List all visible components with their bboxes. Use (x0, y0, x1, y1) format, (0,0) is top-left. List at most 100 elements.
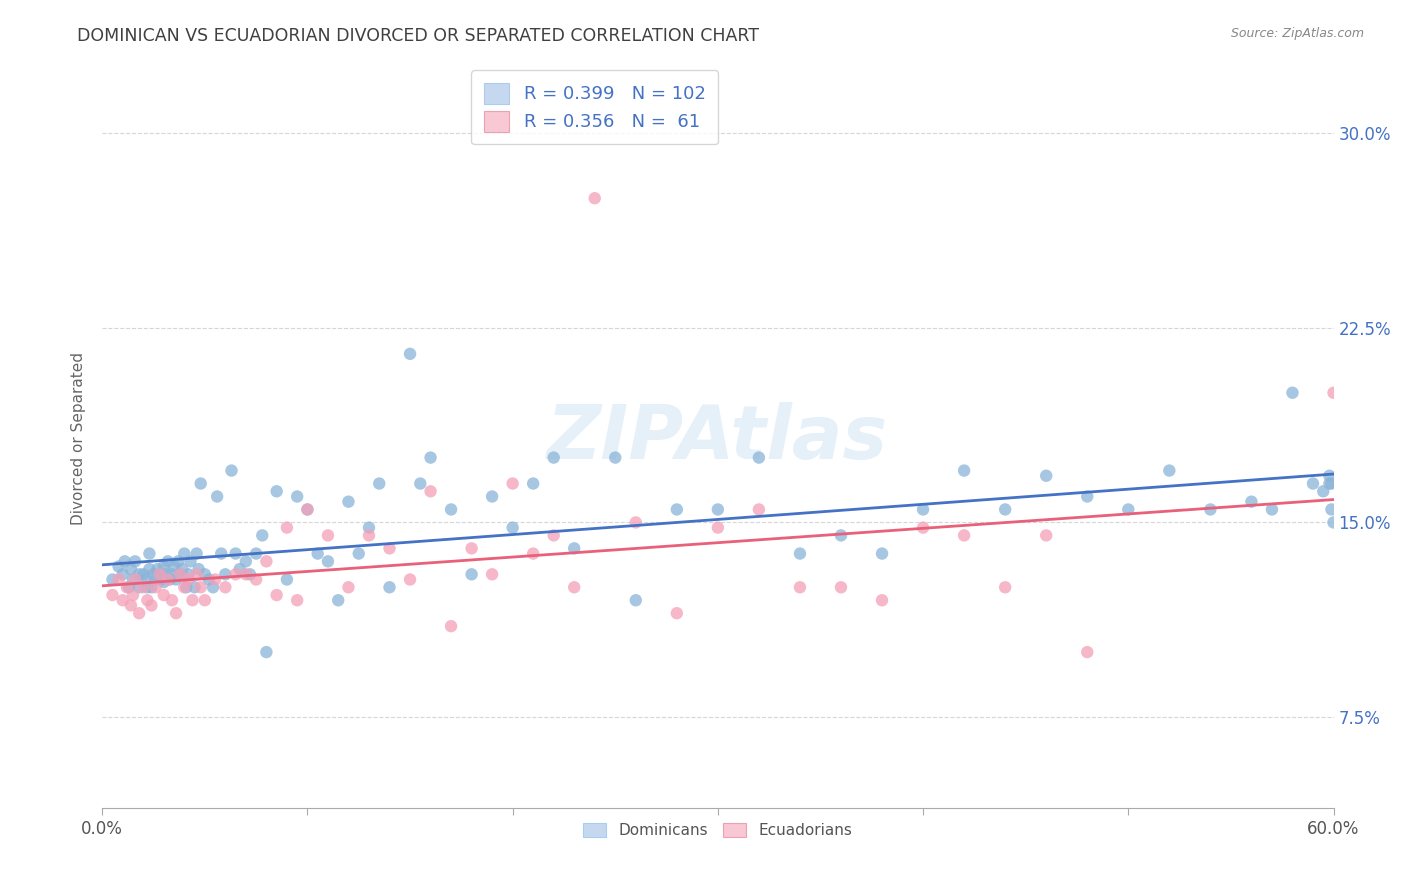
Point (399, 573, 422, 587)
Point (254, 645, 277, 659)
Point (1076, 490, 1098, 504)
Point (562, 580, 585, 594)
Point (1319, 468, 1341, 483)
Point (181, 593, 204, 607)
Point (912, 502, 935, 516)
Point (115, 580, 138, 594)
Point (605, 450, 627, 465)
Point (198, 573, 221, 587)
Point (194, 567, 217, 582)
Point (204, 573, 226, 587)
Point (276, 521, 298, 535)
Point (152, 575, 174, 590)
Point (994, 580, 1017, 594)
Point (460, 541, 482, 556)
Point (665, 606, 688, 620)
Point (266, 484, 288, 499)
Point (214, 567, 236, 582)
Point (1199, 502, 1222, 516)
Point (134, 573, 156, 587)
Point (173, 547, 195, 561)
Point (1261, 502, 1284, 516)
Point (156, 573, 179, 587)
Point (149, 567, 172, 582)
Point (543, 450, 565, 465)
Point (1116, 502, 1139, 516)
Point (297, 502, 319, 516)
Point (205, 490, 228, 504)
Point (111, 567, 134, 582)
Point (1322, 516, 1344, 530)
Point (368, 476, 391, 491)
Point (214, 580, 236, 594)
Point (1035, 468, 1057, 483)
Point (149, 567, 172, 582)
Point (409, 476, 432, 491)
Point (225, 567, 247, 582)
Point (172, 562, 194, 576)
Point (118, 580, 141, 594)
Point (114, 554, 136, 568)
Point (460, 567, 482, 582)
Point (870, 593, 893, 607)
Point (748, 502, 770, 516)
Point (190, 476, 212, 491)
Point (522, 547, 544, 561)
Point (183, 580, 205, 594)
Point (142, 567, 165, 582)
Point (481, 567, 503, 582)
Point (159, 573, 181, 587)
Point (165, 573, 187, 587)
Text: DOMINICAN VS ECUADORIAN DIVORCED OR SEPARATED CORRELATION CHART: DOMINICAN VS ECUADORIAN DIVORCED OR SEPA… (77, 27, 759, 45)
Point (953, 464, 976, 478)
Point (1320, 476, 1343, 491)
Point (160, 593, 183, 607)
Point (276, 573, 298, 587)
Point (155, 567, 177, 582)
Point (179, 554, 201, 568)
Point (138, 547, 160, 561)
Point (160, 567, 183, 582)
Point (357, 528, 380, 542)
Point (128, 567, 150, 582)
Point (101, 588, 124, 602)
Point (128, 580, 150, 594)
Point (316, 554, 339, 568)
Point (163, 559, 186, 574)
Point (221, 464, 243, 478)
Point (440, 619, 463, 633)
Point (136, 580, 159, 594)
Point (440, 502, 463, 516)
Point (543, 528, 565, 542)
Point (254, 554, 277, 568)
Point (202, 580, 225, 594)
Point (141, 580, 163, 594)
Point (146, 562, 169, 576)
Point (173, 580, 195, 594)
Point (169, 567, 191, 582)
Point (150, 573, 173, 587)
Point (245, 573, 267, 587)
Point (1159, 464, 1181, 478)
Point (316, 528, 339, 542)
Point (328, 593, 350, 607)
Point (169, 567, 191, 582)
Point (186, 567, 208, 582)
Point (190, 580, 212, 594)
Point (307, 547, 329, 561)
Point (120, 562, 142, 576)
Point (156, 554, 179, 568)
Point (194, 593, 217, 607)
Point (502, 521, 524, 535)
Point (245, 547, 267, 561)
Point (138, 562, 160, 576)
Point (1312, 484, 1334, 499)
Point (186, 547, 208, 561)
Point (132, 567, 155, 582)
Point (167, 554, 190, 568)
Point (912, 521, 935, 535)
Point (347, 547, 370, 561)
Point (1320, 502, 1343, 516)
Point (419, 484, 441, 499)
Point (122, 573, 145, 587)
